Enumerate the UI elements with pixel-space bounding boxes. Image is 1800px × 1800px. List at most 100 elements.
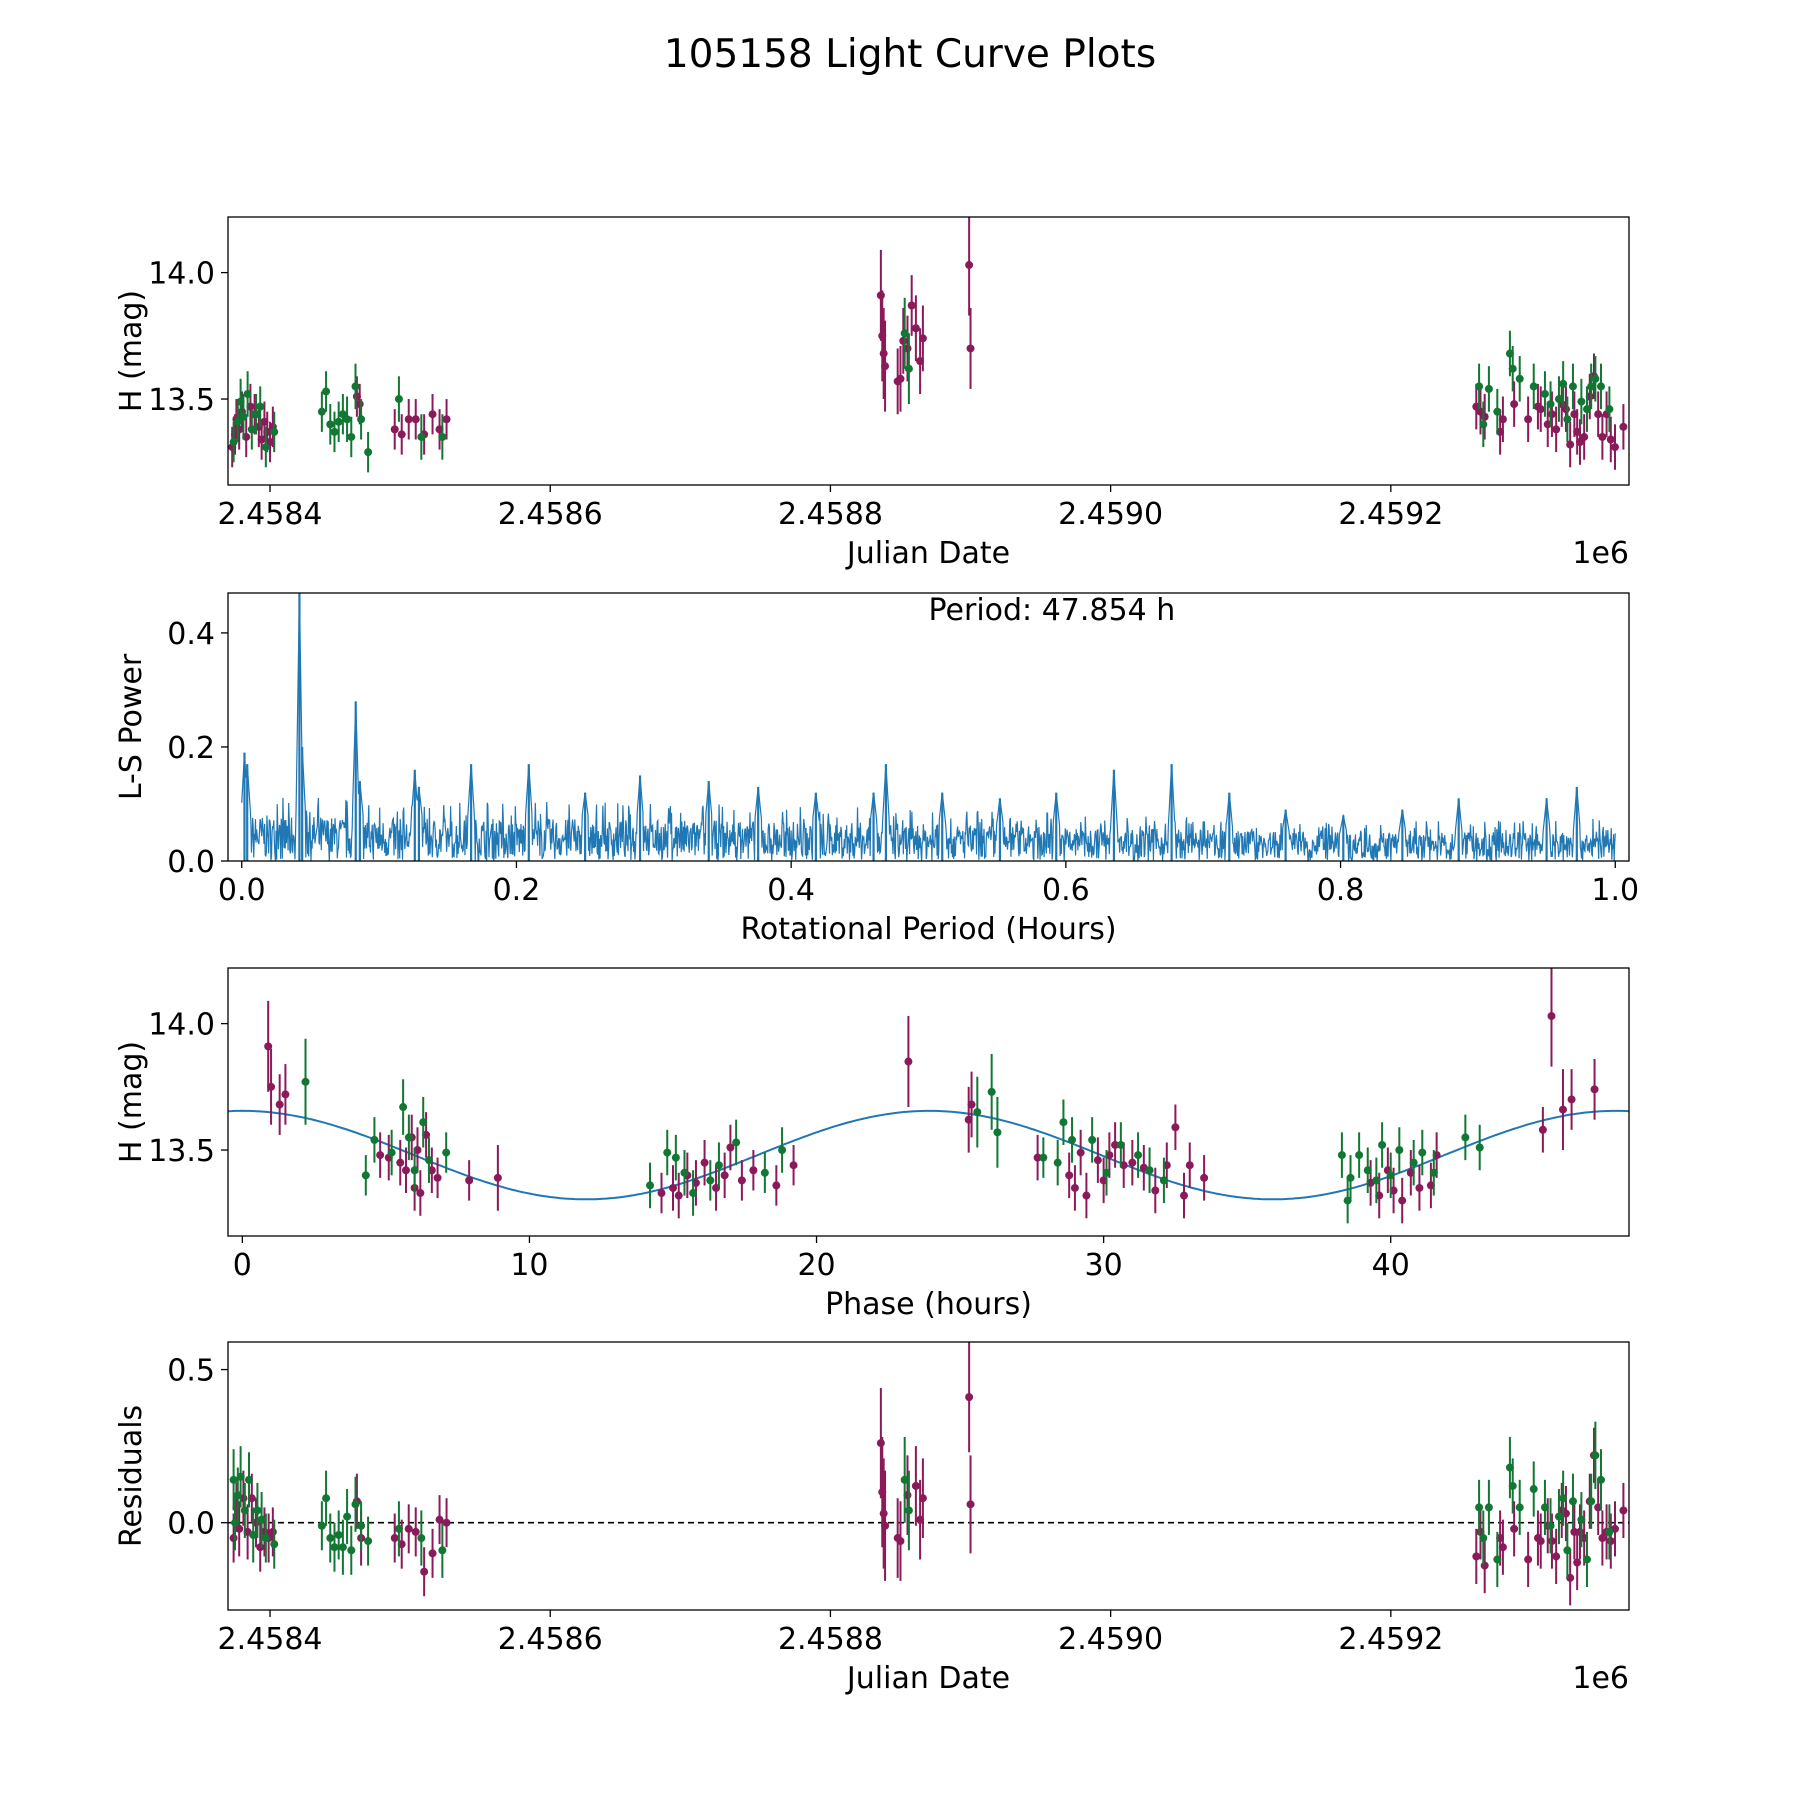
data-point <box>417 432 426 441</box>
data-point <box>881 1521 890 1530</box>
data-point <box>1619 422 1628 431</box>
data-point <box>1493 407 1502 416</box>
data-point <box>364 1537 373 1546</box>
data-point <box>1070 1183 1079 1192</box>
data-point <box>1606 1537 1615 1546</box>
periodogram-plot-area <box>241 593 1616 861</box>
data-point <box>714 1161 723 1170</box>
data-point <box>1475 1143 1484 1152</box>
data-point <box>911 1481 920 1490</box>
data-point <box>1111 1140 1120 1149</box>
data-point <box>1398 1196 1407 1205</box>
data-point <box>1605 1527 1614 1536</box>
data-point <box>1524 415 1533 424</box>
data-point <box>1088 1135 1097 1144</box>
x-tick-label: 0.4 <box>767 873 815 908</box>
data-point <box>357 1521 366 1530</box>
data-point <box>1378 1140 1387 1149</box>
data-point <box>1547 1012 1556 1021</box>
y-tick-label: 13.5 <box>148 1134 215 1169</box>
data-point <box>1529 382 1538 391</box>
data-point <box>317 407 326 416</box>
figure-title: 105158 Light Curve Plots <box>664 32 1156 77</box>
data-point <box>907 301 916 310</box>
data-point <box>411 1527 420 1536</box>
data-point <box>401 1166 410 1175</box>
data-point <box>256 1543 265 1552</box>
x-tick-label: 20 <box>797 1248 835 1283</box>
data-point <box>394 1524 403 1533</box>
x-tick-label: 0.2 <box>493 873 541 908</box>
residuals-plot-area <box>228 1342 1629 1606</box>
x-tick-label: 40 <box>1372 1248 1410 1283</box>
x-tick-label: 0 <box>233 1248 252 1283</box>
data-point <box>900 329 909 338</box>
data-point <box>1559 379 1568 388</box>
data-point <box>1479 1534 1488 1543</box>
data-point <box>1076 1148 1085 1157</box>
data-point <box>390 1534 399 1543</box>
data-point <box>896 1537 905 1546</box>
phased-y-label: H (mag) <box>114 1041 149 1163</box>
data-point <box>419 1118 428 1127</box>
data-point <box>390 425 399 434</box>
data-point <box>256 402 265 411</box>
data-point <box>1093 1156 1102 1165</box>
data-point <box>1510 1524 1519 1533</box>
data-point <box>1515 1503 1524 1512</box>
data-point <box>1484 1503 1493 1512</box>
data-point <box>275 1100 284 1109</box>
data-point <box>404 1133 413 1142</box>
residuals-x-label: Julian Date <box>845 1661 1010 1696</box>
data-point <box>1524 1555 1533 1564</box>
data-point <box>1415 1183 1424 1192</box>
data-point <box>1582 1555 1591 1564</box>
data-point <box>399 1103 408 1112</box>
data-point <box>347 432 356 441</box>
data-point <box>1068 1135 1077 1144</box>
data-point <box>1596 1475 1605 1484</box>
data-point <box>904 1506 913 1515</box>
data-point <box>1577 397 1586 406</box>
periodogram-x-label: Rotational Period (Hours) <box>740 912 1116 947</box>
data-point <box>1515 374 1524 383</box>
period-annotation: Period: 47.854 h <box>929 593 1176 628</box>
data-point <box>343 1512 352 1521</box>
y-tick-label: 0.0 <box>167 1507 215 1542</box>
x-tick-label: 0.0 <box>218 873 266 908</box>
data-point <box>1547 410 1556 419</box>
phased-panel: 0 10 20 30 40 13.5 14.0 Phase (hours) H (mag) <box>114 967 1630 1322</box>
data-point <box>229 1475 238 1484</box>
data-point <box>1039 1153 1048 1162</box>
x-tick-label: 0.8 <box>1317 873 1365 908</box>
periodogram-y-label: L-S Power <box>114 653 149 800</box>
data-point <box>1570 1527 1579 1536</box>
data-point <box>1605 405 1614 414</box>
data-point <box>1134 1151 1143 1160</box>
data-point <box>435 1515 444 1524</box>
data-point <box>646 1181 655 1190</box>
data-point <box>351 382 360 391</box>
data-point <box>1386 1171 1395 1180</box>
data-point <box>1185 1161 1194 1170</box>
data-point <box>1480 1561 1489 1570</box>
data-point <box>253 1506 262 1515</box>
data-point <box>876 291 885 300</box>
lightcurve-panel: 2.4584 2.4586 2.4588 2.4590 2.4592 13.5 14.0 Ju… <box>114 216 1630 571</box>
data-point <box>351 1500 360 1509</box>
data-point <box>396 1158 405 1167</box>
data-point <box>357 415 366 424</box>
lightcurve-x-label: Julian Date <box>845 536 1010 571</box>
x-tick-label: 2.4588 <box>778 497 883 532</box>
data-point <box>1563 1546 1572 1555</box>
data-point <box>1337 1151 1346 1160</box>
data-point <box>404 415 413 424</box>
data-point <box>270 1540 279 1549</box>
data-point <box>322 1494 331 1503</box>
data-point <box>1128 1158 1137 1167</box>
data-point <box>249 1530 258 1539</box>
data-point <box>493 1173 502 1182</box>
data-point <box>1065 1171 1074 1180</box>
data-point <box>1610 443 1619 452</box>
data-point <box>438 1546 447 1555</box>
